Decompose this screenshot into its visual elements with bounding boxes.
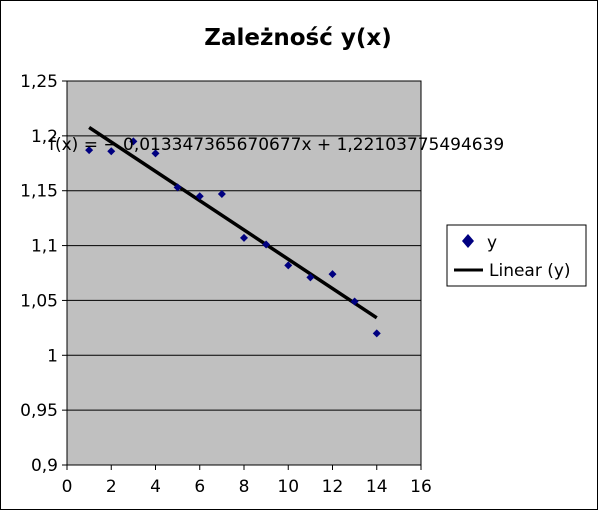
data-point: [328, 270, 337, 279]
legend-label-y: y: [487, 233, 497, 253]
data-point: [350, 297, 359, 306]
x-tick-label: 4: [150, 477, 161, 497]
x-tick-label: 10: [277, 477, 299, 497]
data-point: [151, 149, 160, 158]
data-point: [107, 147, 116, 156]
x-tick-label: 6: [194, 477, 205, 497]
plot-area: [67, 81, 421, 465]
y-tick-label: 1,2: [31, 127, 58, 147]
data-point: [372, 329, 381, 338]
y-tick-label: 1,25: [20, 72, 58, 92]
data-point: [262, 240, 271, 249]
data-point: [306, 273, 315, 282]
y-tick-label: 1,15: [20, 182, 58, 202]
data-point: [129, 137, 138, 146]
x-tick-label: 8: [239, 477, 250, 497]
legend-diamond-icon: [462, 234, 474, 248]
x-tick-label: 2: [106, 477, 117, 497]
data-point: [284, 261, 293, 270]
chart-title: Zależność y(x): [204, 25, 391, 51]
x-tick-label: 0: [62, 477, 73, 497]
data-point: [240, 233, 248, 242]
data-point: [173, 183, 182, 192]
axes: 0,9 0,95 1 1,05 1,1 1,15 1,2 1,25 0 2 4 6 8 10 12 14 16: [20, 72, 432, 497]
data-point: [217, 190, 226, 199]
data-points: [85, 137, 381, 338]
trendline: [88, 125, 378, 320]
data-point: [195, 192, 204, 201]
data-point: [85, 146, 94, 155]
x-tick-label: 16: [410, 477, 432, 497]
legend-box: [446, 224, 587, 287]
legend: y Linear (y): [446, 224, 587, 287]
x-tick-label: 14: [366, 477, 388, 497]
trendline-group: [88, 125, 378, 320]
y-tick-label: 1,05: [20, 291, 58, 311]
y-tick-label: 0,9: [31, 456, 58, 476]
y-tick-label: 0,95: [20, 401, 58, 421]
y-tick-label: 1: [47, 346, 58, 366]
y-tick-label: 1,1: [31, 237, 58, 257]
x-tick-label: 12: [322, 477, 344, 497]
legend-label-linear: Linear (y): [489, 261, 571, 281]
trendline-equation: f(x) = − 0,013347365670677x + 1,22103775…: [49, 135, 504, 155]
